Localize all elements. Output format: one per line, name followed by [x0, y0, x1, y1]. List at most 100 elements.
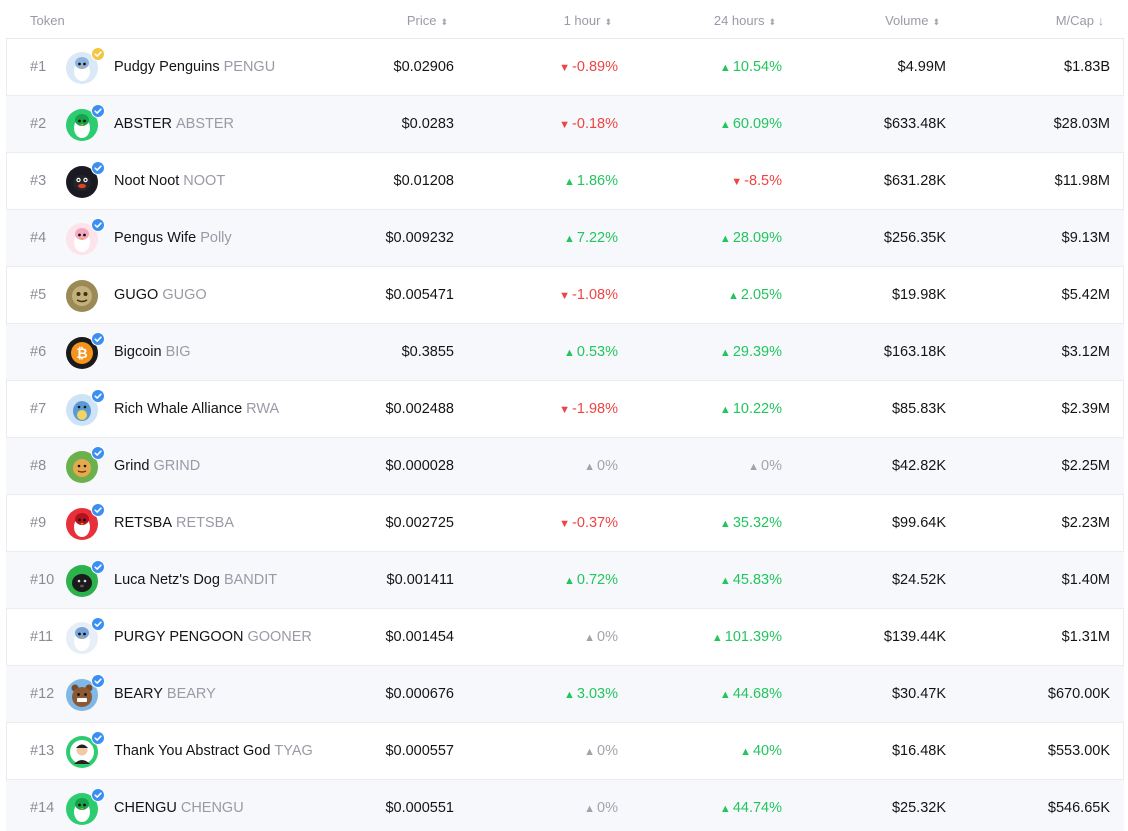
- header-price-label: Price: [406, 13, 437, 28]
- change-24h-value: 44.68%: [732, 686, 782, 702]
- change-24h-value: 28.09%: [732, 230, 782, 246]
- table-row[interactable]: #9 RETSBA RETSBA $0.002725 ▼ -0.37% ▲ 35.32…: [6, 495, 1124, 552]
- price: $0.005471: [385, 287, 454, 303]
- change-1h: ▲ 0%: [584, 800, 618, 818]
- price: $0.000551: [385, 800, 454, 816]
- change-24h: ▲ 60.09%: [720, 116, 782, 134]
- table-row[interactable]: #5 GUGO GUGO $0.005471 ▼ -1.08% ▲ 2.05% $19…: [6, 267, 1124, 324]
- header-24h[interactable]: 24 hours ⬍: [714, 13, 776, 28]
- token-name-cell[interactable]: PURGY PENGOON GOONER: [114, 629, 312, 646]
- table-row[interactable]: #14 CHENGU CHENGU $0.000551 ▲ 0% ▲ 44.74% $…: [6, 780, 1124, 831]
- token-name-cell[interactable]: Noot Noot NOOT: [114, 173, 225, 190]
- header-24h-label: 24 hours: [713, 13, 765, 28]
- table-row[interactable]: #1 Pudgy Penguins PENGU $0.02906 ▼ -0.89% …: [6, 39, 1124, 96]
- token-name-cell[interactable]: GUGO GUGO: [114, 287, 207, 304]
- change-1h: ▲ 0%: [584, 458, 618, 476]
- header-price[interactable]: Price ⬍: [407, 13, 448, 28]
- token-name-cell[interactable]: Grind GRIND: [114, 458, 200, 475]
- table-row[interactable]: #7 Rich Whale Alliance RWA $0.002488 ▼ -1.…: [6, 381, 1124, 438]
- price: $0.3855: [401, 344, 454, 360]
- change-1h-value: -1.98%: [572, 401, 618, 417]
- token-name-cell[interactable]: RETSBA RETSBA: [114, 515, 234, 532]
- change-1h-value: 7.22%: [576, 230, 618, 246]
- token-name-cell[interactable]: Rich Whale Alliance RWA: [114, 401, 279, 418]
- header-1h[interactable]: 1 hour ⬍: [564, 13, 612, 28]
- volume: $99.64K: [891, 515, 946, 531]
- market-cap: $1.83B: [1064, 59, 1110, 75]
- change-1h: ▼ -0.18%: [559, 116, 618, 134]
- volume: $139.44K: [883, 629, 946, 645]
- table-row[interactable]: #6 ₿ Bigcoin BIG $0.3855 ▲ 0.53% ▲ 29.39% $…: [6, 324, 1124, 381]
- token-symbol: GUGO: [162, 287, 207, 303]
- pink-penguin-icon: [66, 223, 98, 255]
- change-24h-value: 35.32%: [732, 515, 782, 531]
- up-arrow-icon: ▲: [727, 290, 739, 302]
- header-token[interactable]: Token: [30, 13, 65, 28]
- change-1h-value: -1.08%: [572, 287, 618, 303]
- change-24h: ▲ 29.39%: [720, 344, 782, 362]
- header-1h-label: 1 hour: [563, 13, 601, 28]
- token-name-cell[interactable]: Luca Netz's Dog BANDIT: [114, 572, 277, 589]
- volume: $42.82K: [891, 458, 946, 474]
- table-row[interactable]: #2 ABSTER ABSTER $0.0283 ▼ -0.18% ▲ 60.09% …: [6, 96, 1124, 153]
- table-row[interactable]: #10 Luca Netz's Dog BANDIT $0.001411 ▲ 0.7…: [6, 552, 1124, 609]
- verified-badge-icon: [91, 674, 105, 688]
- change-1h: ▲ 7.22%: [564, 230, 618, 248]
- token-name-cell[interactable]: ABSTER ABSTER: [114, 116, 234, 133]
- table-row[interactable]: #12 BEARY BEARY $0.000676 ▲ 3.03% ▲ 44.68% …: [6, 666, 1124, 723]
- token-name-cell[interactable]: BEARY BEARY: [114, 686, 216, 703]
- up-arrow-icon: ▲: [719, 347, 731, 359]
- down-arrow-icon: ▼: [559, 119, 571, 131]
- change-1h: ▼ -1.98%: [559, 401, 618, 419]
- change-1h: ▲ 0.53%: [564, 344, 618, 362]
- market-cap: $670.00K: [1047, 686, 1110, 702]
- change-1h-value: 0%: [597, 800, 618, 816]
- purgy-penguin-icon: [66, 622, 98, 654]
- price: $0.002488: [385, 401, 454, 417]
- volume: $4.99M: [897, 59, 946, 75]
- penguin-icon: [66, 52, 98, 84]
- token-symbol: GOONER: [247, 629, 312, 645]
- market-cap: $2.23M: [1061, 515, 1110, 531]
- up-arrow-icon: ▲: [563, 347, 575, 359]
- header-mcap[interactable]: M/Cap ↓: [1056, 13, 1104, 28]
- volume: $16.48K: [891, 743, 946, 759]
- header-volume[interactable]: Volume ⬍: [885, 13, 940, 28]
- verified-badge-icon: [91, 161, 105, 175]
- token-name-cell[interactable]: Pudgy Penguins PENGU: [114, 59, 275, 76]
- token-name-cell[interactable]: Pengus Wife Polly: [114, 230, 232, 247]
- token-symbol: ABSTER: [176, 116, 235, 132]
- up-arrow-icon: ▲: [563, 233, 575, 245]
- market-cap: $11.98M: [1054, 173, 1110, 189]
- token-name-cell[interactable]: Bigcoin BIG: [114, 344, 191, 361]
- verified-badge-icon: [91, 218, 105, 232]
- verified-badge-icon: [91, 332, 105, 346]
- table-row[interactable]: #8 Grind GRIND $0.000028 ▲ 0% ▲ 0% $42.82K …: [6, 438, 1124, 495]
- change-1h-value: 0%: [597, 629, 618, 645]
- table-row[interactable]: #4 Pengus Wife Polly $0.009232 ▲ 7.22% ▲ 28…: [6, 210, 1124, 267]
- up-arrow-icon: ▲: [719, 404, 731, 416]
- verified-badge-icon: [91, 788, 105, 802]
- rank: #5: [30, 287, 47, 303]
- market-cap: $2.39M: [1061, 401, 1110, 417]
- token-name-cell[interactable]: Thank You Abstract God TYAG: [114, 743, 313, 760]
- table-row[interactable]: #3 Noot Noot NOOT $0.01208 ▲ 1.86% ▼ -8.5% …: [6, 153, 1124, 210]
- price: $0.001454: [385, 629, 454, 645]
- rank: #3: [30, 173, 47, 189]
- up-arrow-icon: ▲: [719, 575, 731, 587]
- token-symbol: BANDIT: [223, 572, 278, 588]
- change-24h: ▲ 0%: [748, 458, 782, 476]
- token-name-cell[interactable]: CHENGU CHENGU: [114, 800, 244, 817]
- change-24h-value: 10.54%: [732, 59, 782, 75]
- red-penguin-icon: [66, 508, 98, 540]
- sort-icon: ⬍: [604, 17, 612, 27]
- token-symbol: TYAG: [274, 743, 313, 759]
- volume: $256.35K: [883, 230, 946, 246]
- change-1h-value: 3.03%: [576, 686, 618, 702]
- token-name: Thank You Abstract God: [114, 743, 271, 759]
- change-24h-value: 10.22%: [732, 401, 782, 417]
- table-row[interactable]: #11 PURGY PENGOON GOONER $0.001454 ▲ 0% ▲ 1…: [6, 609, 1124, 666]
- token-symbol: PENGU: [223, 59, 276, 75]
- table-row[interactable]: #13 Thank You Abstract God TYAG $0.000557…: [6, 723, 1124, 780]
- grind-character-icon: [66, 451, 98, 483]
